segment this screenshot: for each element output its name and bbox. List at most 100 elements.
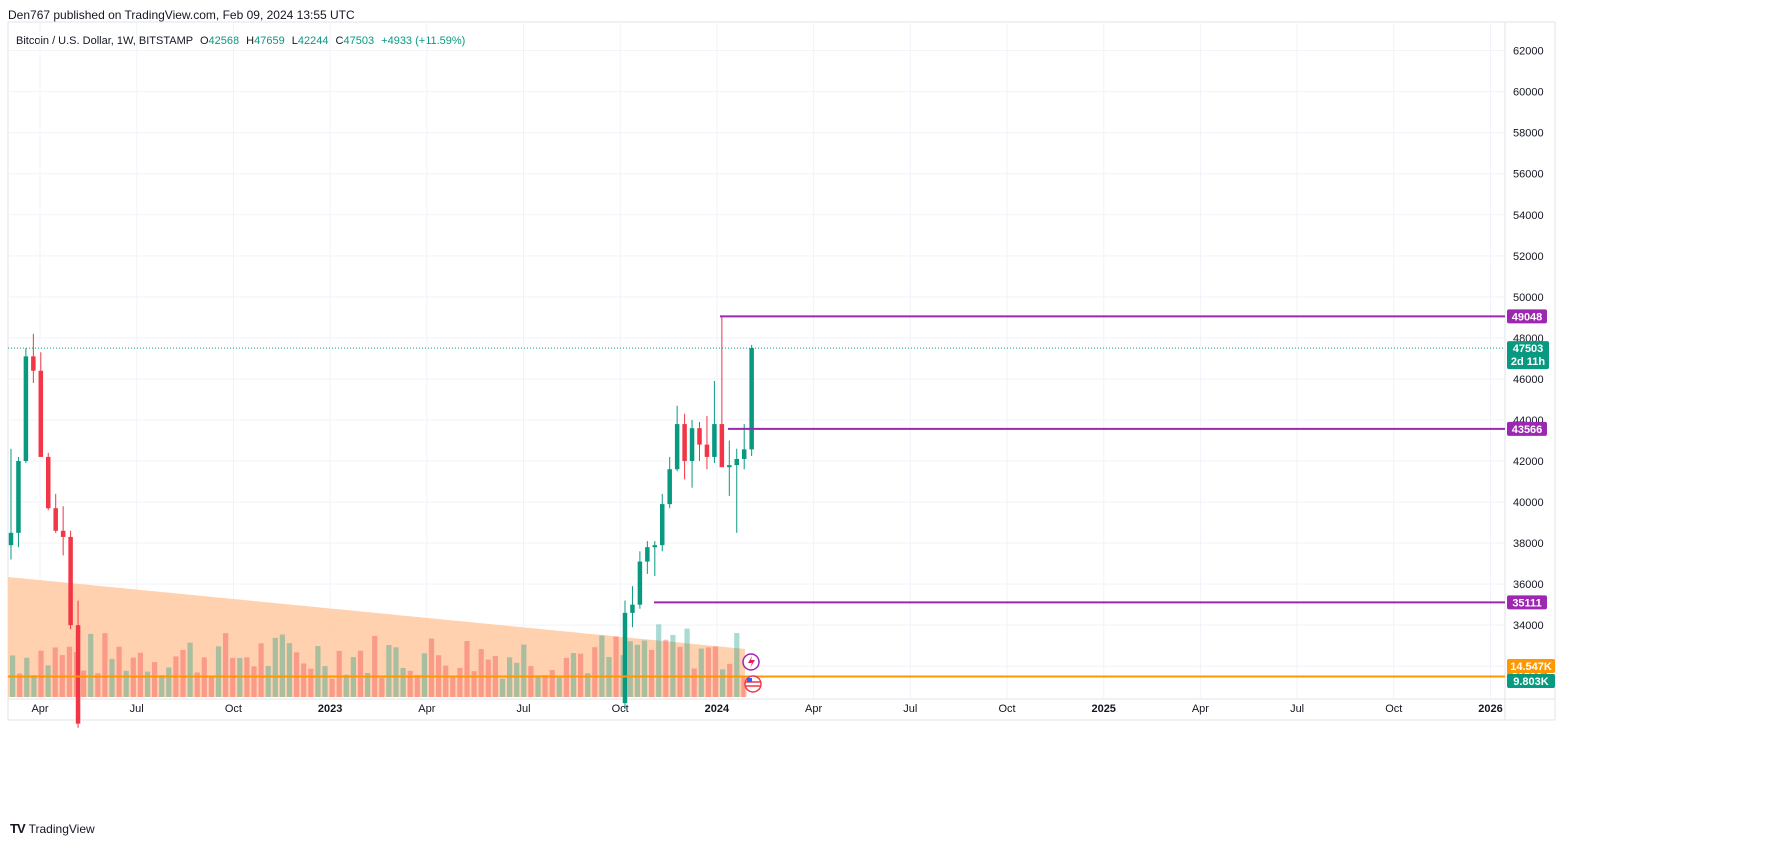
tradingview-logo-icon: TV (10, 821, 26, 836)
level-tag-label: 35111 (1512, 597, 1541, 609)
volume-bar (720, 669, 726, 697)
volume-bar (457, 667, 463, 697)
x-tick-label: Oct (225, 703, 242, 715)
open-value: 42568 (208, 35, 240, 47)
volume-bar (230, 657, 236, 697)
volume-tag-label: 14.547K (1510, 661, 1552, 673)
level-tag (1507, 309, 1547, 324)
low-value: 42244 (297, 35, 329, 47)
volume-bar (478, 649, 484, 697)
candle-body (23, 356, 29, 462)
axes-layer: 3200034000360003800040000420004400046000… (31, 46, 1543, 715)
volume-bar (17, 673, 23, 697)
volume-bar (322, 666, 328, 697)
volume-bar (336, 650, 342, 697)
volume-bar (414, 675, 420, 697)
volume-bar (308, 668, 314, 697)
volume-bar (684, 628, 690, 697)
volume-bar (95, 673, 101, 697)
y-tick-label: 40000 (1513, 497, 1544, 509)
candle-body (31, 356, 36, 371)
volume-bar (152, 662, 158, 697)
candle-body (697, 428, 702, 445)
y-tick-label: 50000 (1513, 292, 1544, 304)
volume-bar (670, 634, 676, 697)
high-label: H (246, 35, 255, 47)
lightning-glyph (748, 656, 755, 668)
volume-bar (599, 635, 605, 697)
y-tick-label: 54000 (1513, 210, 1544, 222)
volume-tag-label: 9.803K (1513, 676, 1549, 688)
volume-bar (656, 624, 662, 697)
last-price-label: 47503 (1513, 343, 1544, 355)
candle-body (60, 530, 66, 537)
volume-bar (514, 662, 520, 697)
volume-bar (400, 667, 406, 697)
x-tick-label: Apr (1192, 703, 1209, 715)
volume-bar (386, 645, 392, 697)
candle-body (734, 458, 739, 466)
level-tag (1507, 421, 1547, 436)
volume-bar (109, 658, 115, 697)
volume-bar (301, 663, 307, 697)
volume-bar (329, 678, 335, 697)
last-price-tag (1507, 341, 1549, 370)
volume-bar (578, 653, 584, 697)
candle-body (75, 625, 81, 724)
volume-bar (556, 677, 562, 697)
candle-body (741, 449, 747, 459)
candle-body (682, 424, 687, 462)
volume-bar (81, 670, 87, 697)
volume-bar (372, 635, 378, 697)
volume-bar (585, 673, 591, 697)
volume-bar (549, 670, 555, 697)
flag-canton (747, 678, 752, 682)
volume-bar (592, 647, 598, 697)
candle-body (704, 444, 710, 457)
volume-bar (137, 652, 143, 697)
volume-bar (88, 633, 94, 697)
x-tick-label: Apr (805, 703, 822, 715)
volume-bar (649, 649, 655, 697)
volume-bar (357, 650, 364, 697)
volume-bar (542, 675, 548, 697)
candle-body (727, 465, 732, 468)
volume-bar (258, 643, 264, 697)
x-tick-label: 2023 (318, 703, 342, 715)
volume-bar (208, 676, 214, 697)
volume-bar (627, 641, 633, 697)
volume-bar (741, 677, 747, 697)
volume-bar (464, 641, 470, 697)
volume-bar (187, 642, 193, 697)
volume-bar (116, 646, 122, 697)
footer-brand: TradingView (28, 821, 95, 836)
change-value: +4933 (+11.59%) (381, 35, 466, 47)
volume-bar (123, 670, 129, 697)
x-tick-label: 2026 (1478, 703, 1502, 715)
y-tick-label: 60000 (1513, 87, 1544, 99)
volume-bar (102, 633, 108, 697)
volume-bar (641, 640, 648, 697)
candle-body (660, 504, 665, 546)
candle-body (645, 547, 650, 562)
chart-frame (7, 21, 1556, 721)
volume-bar (251, 666, 257, 697)
candle-body (667, 469, 672, 505)
volume-layer (8, 577, 747, 697)
volume-bar (265, 666, 271, 697)
y-tick-label: 38000 (1513, 538, 1544, 550)
price-tags: 49048435663511131500475032d 11h14.547K9.… (1507, 309, 1555, 688)
level-tag-label: 49048 (1512, 311, 1543, 323)
volume-bar (450, 675, 456, 697)
volume-bar (272, 637, 278, 697)
high-value: 47659 (254, 35, 285, 47)
candle-body (53, 508, 58, 531)
candle-body (652, 545, 658, 548)
volume-bar (663, 639, 669, 697)
volume-bar (38, 650, 44, 697)
countdown-label: 2d 11h (1511, 356, 1546, 368)
close-label: C (335, 35, 344, 47)
volume-bar (528, 666, 534, 697)
volume-bar (286, 643, 293, 697)
